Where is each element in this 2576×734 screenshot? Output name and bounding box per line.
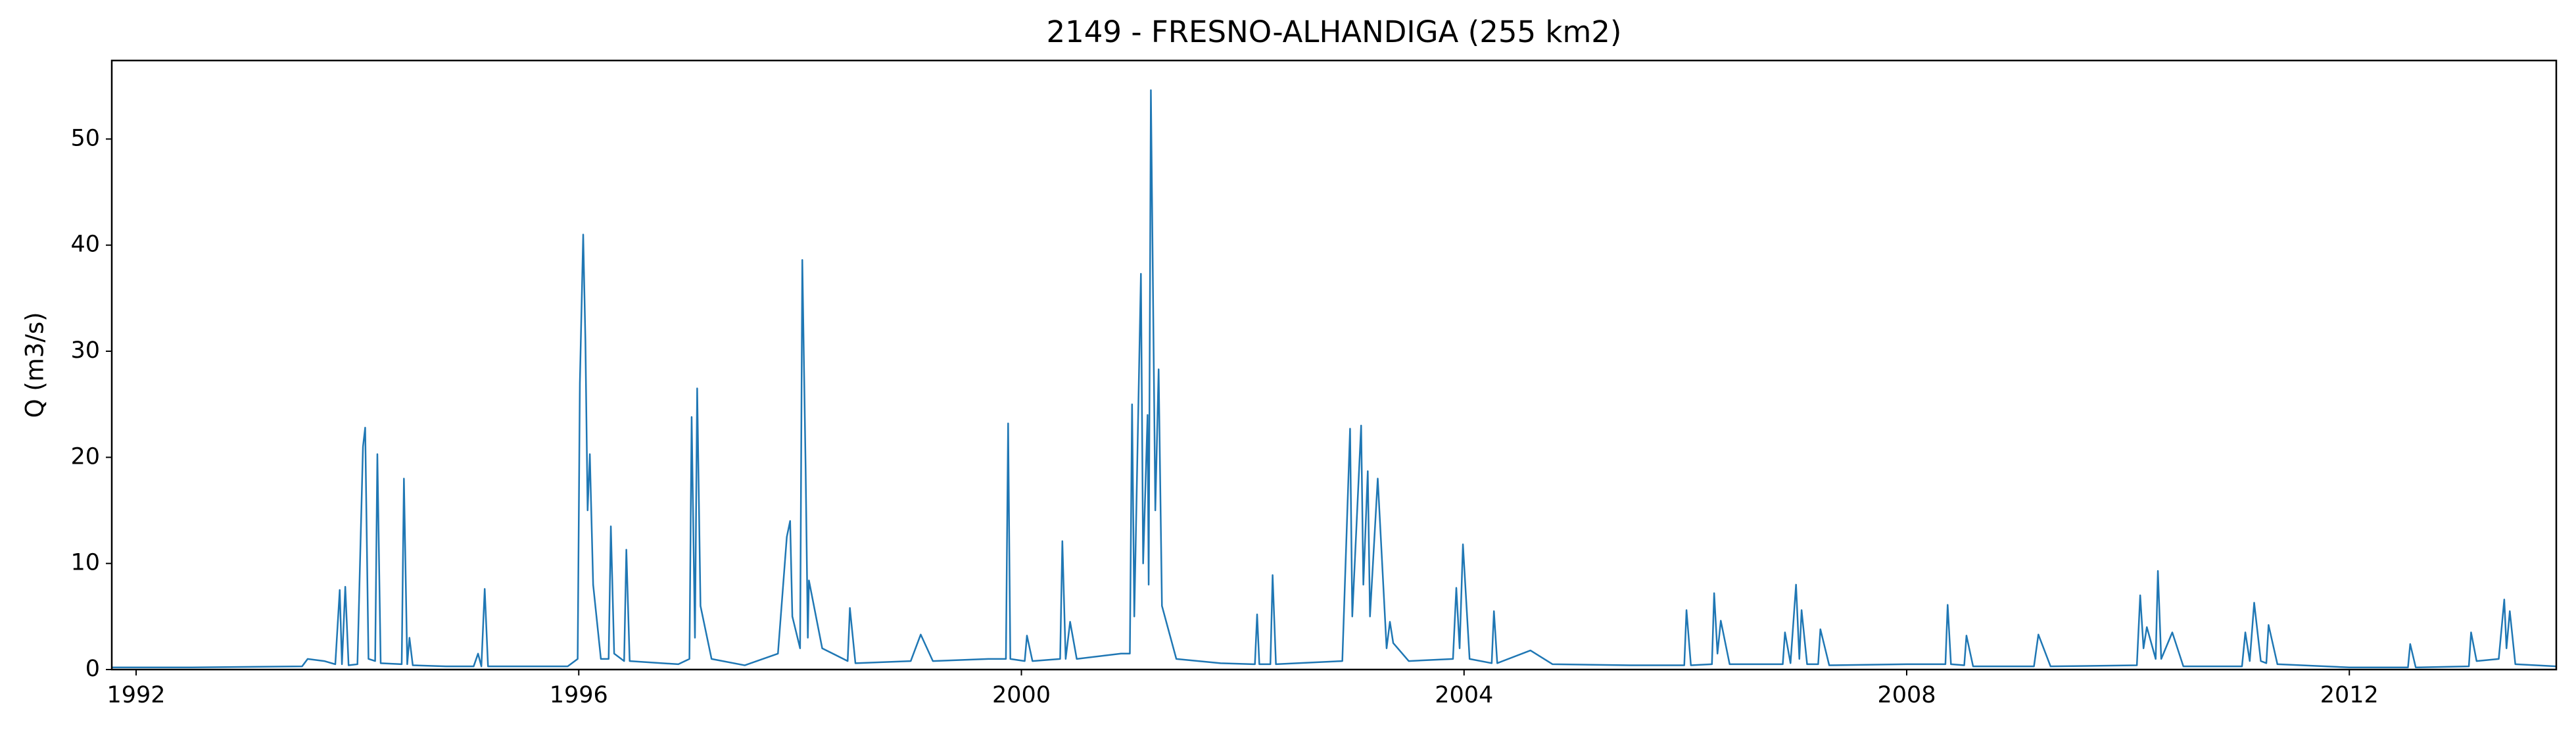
flow-line [112,89,2557,669]
chart-title: 2149 - FRESNO-ALHANDIGA (255 km2) [1047,14,1622,49]
x-tick-label: 2012 [2320,682,2379,708]
x-tick-label: 1996 [550,682,608,708]
x-tick-label: 1992 [107,682,165,708]
x-tick-label: 2000 [992,682,1051,708]
y-tick-label: 0 [85,656,100,682]
x-tick-label: 2004 [1435,682,1493,708]
y-axis-label: Q (m3/s) [21,312,49,418]
axes-frame [110,59,2558,671]
y-tick-label: 20 [70,443,100,470]
y-tick-label: 40 [70,232,100,258]
plot-area [112,89,2557,669]
x-tick-label: 2008 [1877,682,1936,708]
y-tick-label: 30 [70,337,100,364]
y-tick-label: 10 [70,550,100,576]
y-tick-label: 50 [70,125,100,151]
